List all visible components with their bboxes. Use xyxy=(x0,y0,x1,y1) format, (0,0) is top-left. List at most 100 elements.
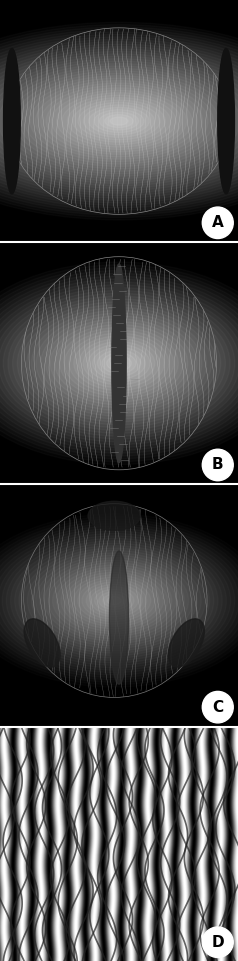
Ellipse shape xyxy=(0,32,238,210)
Ellipse shape xyxy=(41,86,197,157)
Ellipse shape xyxy=(0,282,238,445)
Ellipse shape xyxy=(64,331,174,396)
Ellipse shape xyxy=(94,110,144,133)
Ellipse shape xyxy=(0,284,238,442)
Ellipse shape xyxy=(51,90,187,152)
Ellipse shape xyxy=(0,62,238,181)
Ellipse shape xyxy=(0,517,238,684)
Ellipse shape xyxy=(112,264,126,462)
Ellipse shape xyxy=(111,358,127,368)
Circle shape xyxy=(202,691,233,723)
Ellipse shape xyxy=(13,299,225,428)
Ellipse shape xyxy=(3,293,235,433)
Ellipse shape xyxy=(82,582,147,619)
Ellipse shape xyxy=(88,344,150,382)
Ellipse shape xyxy=(22,305,216,422)
Ellipse shape xyxy=(23,548,205,653)
Ellipse shape xyxy=(0,287,238,439)
Ellipse shape xyxy=(0,527,238,675)
Ellipse shape xyxy=(0,44,238,198)
Ellipse shape xyxy=(0,276,238,451)
Ellipse shape xyxy=(36,313,202,413)
Ellipse shape xyxy=(0,271,238,456)
Ellipse shape xyxy=(74,578,155,624)
Ellipse shape xyxy=(0,519,238,682)
Ellipse shape xyxy=(0,531,235,670)
Ellipse shape xyxy=(168,619,204,667)
Ellipse shape xyxy=(48,562,180,639)
Ellipse shape xyxy=(0,52,238,190)
Ellipse shape xyxy=(218,48,234,194)
Ellipse shape xyxy=(8,296,230,431)
Ellipse shape xyxy=(55,325,183,402)
Ellipse shape xyxy=(0,59,238,184)
Ellipse shape xyxy=(83,105,155,137)
Ellipse shape xyxy=(105,114,133,128)
Ellipse shape xyxy=(0,290,238,436)
Ellipse shape xyxy=(9,71,229,171)
Ellipse shape xyxy=(74,336,164,390)
Ellipse shape xyxy=(78,103,160,139)
Ellipse shape xyxy=(0,524,238,678)
Ellipse shape xyxy=(0,533,231,668)
Ellipse shape xyxy=(19,546,210,655)
Ellipse shape xyxy=(25,78,213,164)
Ellipse shape xyxy=(79,339,159,387)
Ellipse shape xyxy=(73,100,165,142)
Circle shape xyxy=(202,207,233,238)
Ellipse shape xyxy=(46,87,192,155)
Ellipse shape xyxy=(0,273,238,454)
Ellipse shape xyxy=(0,22,238,220)
Ellipse shape xyxy=(0,262,238,464)
Ellipse shape xyxy=(0,39,238,203)
Circle shape xyxy=(202,449,233,480)
Ellipse shape xyxy=(0,522,238,679)
Ellipse shape xyxy=(0,57,238,185)
Ellipse shape xyxy=(36,555,193,646)
Ellipse shape xyxy=(83,341,155,385)
Ellipse shape xyxy=(0,30,238,212)
Ellipse shape xyxy=(44,560,184,641)
Ellipse shape xyxy=(60,328,178,399)
Ellipse shape xyxy=(53,565,176,636)
Ellipse shape xyxy=(57,567,172,633)
Ellipse shape xyxy=(69,575,159,627)
Ellipse shape xyxy=(102,353,136,374)
Ellipse shape xyxy=(19,76,219,166)
Ellipse shape xyxy=(86,584,142,617)
Ellipse shape xyxy=(27,551,201,651)
Ellipse shape xyxy=(0,49,238,193)
Ellipse shape xyxy=(41,316,197,410)
Ellipse shape xyxy=(0,37,238,206)
Ellipse shape xyxy=(40,557,188,644)
Ellipse shape xyxy=(31,310,207,416)
Ellipse shape xyxy=(2,536,226,665)
Ellipse shape xyxy=(65,572,163,628)
Ellipse shape xyxy=(61,570,168,631)
Ellipse shape xyxy=(45,319,193,407)
Ellipse shape xyxy=(15,543,214,658)
Ellipse shape xyxy=(110,117,128,125)
Ellipse shape xyxy=(17,302,221,425)
Ellipse shape xyxy=(4,48,20,194)
Text: D: D xyxy=(211,935,224,949)
Ellipse shape xyxy=(89,108,149,135)
Ellipse shape xyxy=(103,594,126,607)
Ellipse shape xyxy=(107,597,121,604)
Ellipse shape xyxy=(0,41,238,201)
Ellipse shape xyxy=(99,592,130,609)
Ellipse shape xyxy=(50,322,188,405)
Ellipse shape xyxy=(99,112,139,130)
Ellipse shape xyxy=(0,63,238,179)
Ellipse shape xyxy=(88,502,140,530)
Ellipse shape xyxy=(10,541,218,660)
Ellipse shape xyxy=(107,356,131,371)
Text: B: B xyxy=(212,457,223,473)
Ellipse shape xyxy=(0,66,238,176)
Ellipse shape xyxy=(0,265,238,461)
Ellipse shape xyxy=(0,27,238,215)
Ellipse shape xyxy=(90,587,138,614)
Ellipse shape xyxy=(24,619,60,667)
Ellipse shape xyxy=(93,347,145,380)
Ellipse shape xyxy=(6,538,222,663)
